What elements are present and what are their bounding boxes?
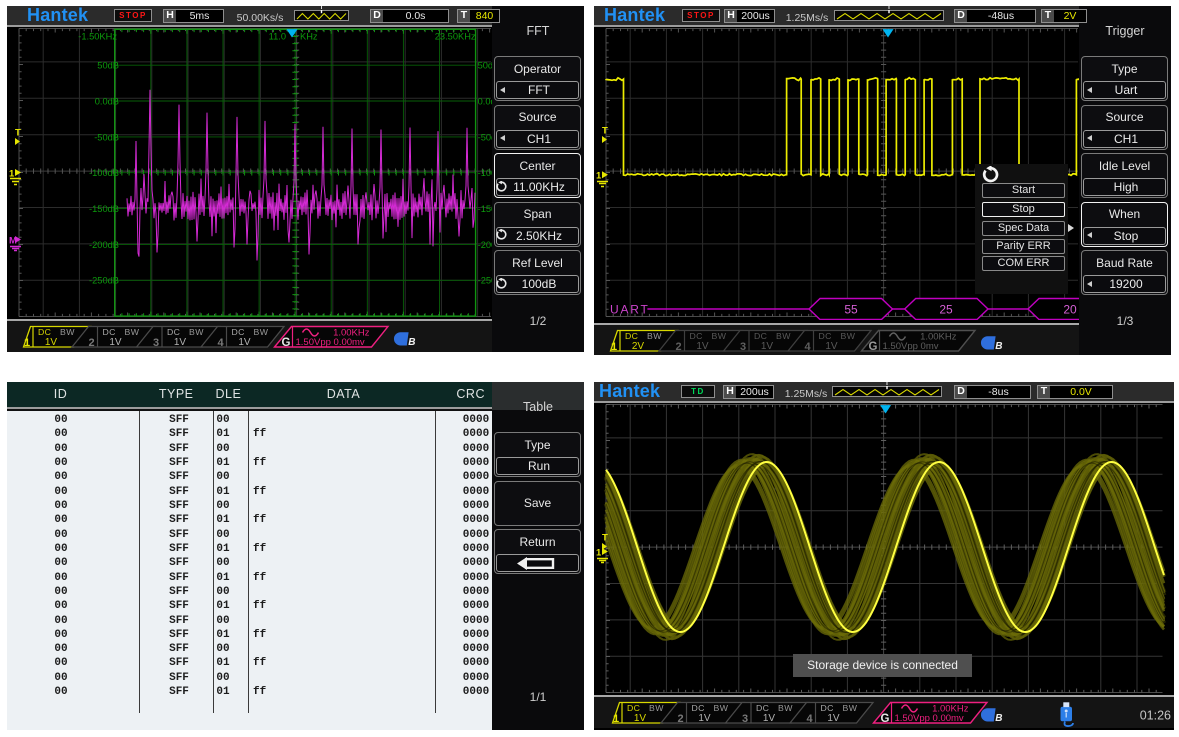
svg-text:50dB: 50dB (97, 60, 119, 70)
svg-text:1V: 1V (696, 341, 709, 352)
svg-text:DC: DC (754, 331, 767, 341)
svg-text:DC: DC (627, 703, 640, 713)
svg-text:1V: 1V (45, 337, 58, 348)
svg-text:1.50Vpp 0.00mv: 1.50Vpp 0.00mv (296, 337, 365, 348)
svg-text:0.0dB: 0.0dB (478, 96, 502, 106)
svg-text:BW: BW (778, 703, 793, 713)
svg-text:55: 55 (844, 302, 858, 316)
svg-text:BW: BW (841, 331, 856, 341)
svg-text:1V: 1V (827, 713, 840, 724)
svg-text:2V: 2V (632, 341, 645, 352)
svg-text:1: 1 (613, 713, 619, 725)
svg-text:1V: 1V (238, 337, 251, 348)
svg-text:-1.50KHz: -1.50KHz (78, 31, 117, 41)
svg-text:1.00KHz: 1.00KHz (920, 331, 957, 342)
svg-text:01:26: 01:26 (1140, 709, 1171, 723)
svg-text:KHz: KHz (300, 31, 318, 41)
svg-text:2: 2 (88, 337, 94, 349)
svg-text:UART: UART (610, 302, 650, 316)
svg-text:1.00KHz: 1.00KHz (932, 704, 969, 715)
svg-text:1V: 1V (763, 713, 776, 724)
svg-text:DC: DC (625, 331, 638, 341)
svg-text:DC: DC (692, 703, 705, 713)
svg-text:3: 3 (740, 341, 746, 353)
svg-text:DC: DC (167, 327, 180, 337)
svg-text:1: 1 (596, 547, 602, 558)
svg-text:BW: BW (189, 327, 204, 337)
svg-text:-50dB: -50dB (94, 132, 119, 142)
svg-text:4: 4 (804, 341, 811, 353)
svg-text:BW: BW (647, 331, 662, 341)
svg-text:DC: DC (690, 331, 703, 341)
svg-text:4: 4 (806, 713, 813, 725)
svg-text:T: T (15, 127, 21, 138)
svg-text:DC: DC (821, 703, 834, 713)
svg-text:20: 20 (1063, 302, 1077, 316)
svg-text:BW: BW (125, 327, 140, 337)
svg-text:-100dB: -100dB (89, 168, 119, 178)
svg-text:1.50Vpp 0mv: 1.50Vpp 0mv (883, 341, 939, 352)
svg-text:1.50Vpp 0.00mv: 1.50Vpp 0.00mv (895, 713, 964, 724)
svg-text:BW: BW (649, 703, 664, 713)
svg-text:BW: BW (60, 327, 75, 337)
svg-text:G: G (869, 341, 878, 353)
svg-text:1: 1 (24, 337, 30, 349)
svg-text:M: M (9, 235, 17, 246)
svg-text:DC: DC (38, 327, 51, 337)
svg-text:3: 3 (153, 337, 159, 349)
svg-text:11.0: 11.0 (269, 31, 286, 41)
svg-text:1: 1 (596, 170, 602, 181)
svg-text:DC: DC (819, 331, 832, 341)
svg-text:1V: 1V (174, 337, 187, 348)
svg-text:25: 25 (939, 302, 953, 316)
svg-text:2: 2 (675, 341, 681, 353)
svg-text:-200dB: -200dB (89, 239, 119, 249)
svg-text:B: B (995, 713, 1002, 724)
svg-text:T: T (602, 125, 608, 136)
svg-text:4: 4 (217, 337, 224, 349)
svg-text:G: G (881, 713, 890, 725)
svg-text:1V: 1V (634, 713, 647, 724)
svg-text:BW: BW (254, 327, 269, 337)
svg-text:G: G (282, 337, 291, 349)
svg-text:1V: 1V (761, 341, 774, 352)
svg-text:BW: BW (714, 703, 729, 713)
svg-text:DC: DC (232, 327, 245, 337)
svg-text:DC: DC (103, 327, 116, 337)
svg-text:1V: 1V (698, 713, 711, 724)
svg-text:1: 1 (611, 341, 617, 353)
svg-text:T: T (602, 532, 608, 543)
svg-text:2: 2 (677, 713, 683, 725)
svg-text:-150dB: -150dB (89, 204, 119, 214)
svg-text:BW: BW (843, 703, 858, 713)
svg-text:1V: 1V (109, 337, 122, 348)
svg-text:1V: 1V (825, 341, 838, 352)
svg-text:BW: BW (712, 331, 727, 341)
svg-text:BW: BW (776, 331, 791, 341)
svg-text:B: B (408, 337, 415, 348)
svg-text:1: 1 (9, 168, 15, 179)
svg-text:50dB: 50dB (478, 60, 500, 70)
svg-text:DC: DC (756, 703, 769, 713)
svg-text:-50dB: -50dB (478, 132, 503, 142)
svg-text:0.0dB: 0.0dB (95, 96, 119, 106)
svg-text:23.50KHz: 23.50KHz (435, 31, 476, 41)
svg-text:-250dB: -250dB (89, 275, 119, 285)
svg-text:3: 3 (742, 713, 748, 725)
svg-text:1.00KHz: 1.00KHz (333, 328, 370, 339)
svg-text:B: B (995, 340, 1002, 351)
